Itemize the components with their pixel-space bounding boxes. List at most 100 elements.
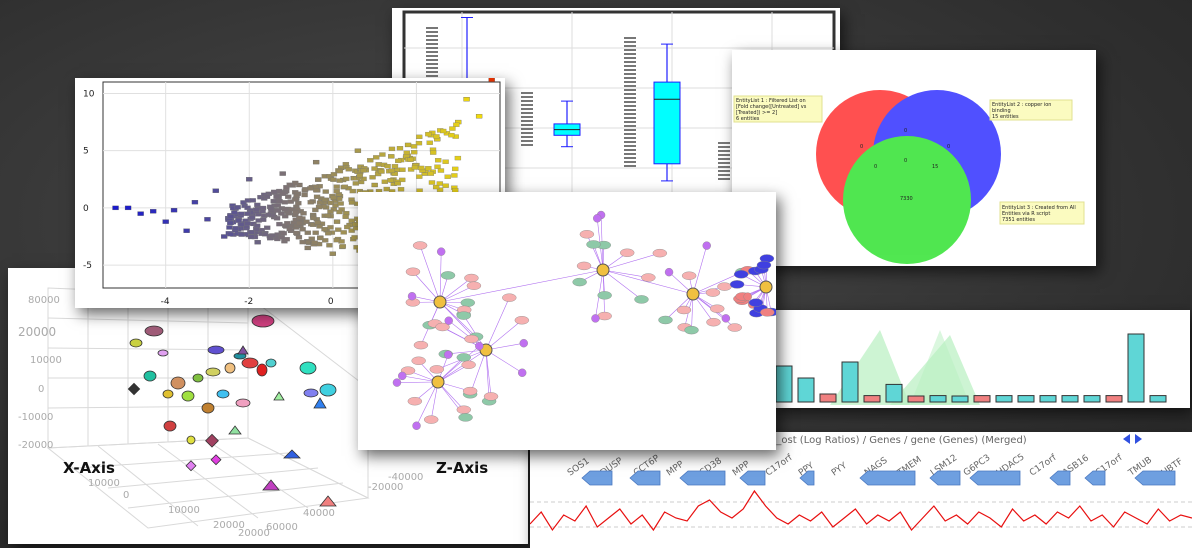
network-node[interactable] — [734, 270, 748, 278]
network-node[interactable] — [463, 387, 477, 395]
bar — [776, 366, 792, 402]
network-node[interactable] — [749, 299, 763, 307]
network-node[interactable] — [445, 317, 453, 325]
scatter-point — [302, 193, 308, 197]
scatter-point — [233, 226, 239, 230]
scatter-point — [238, 222, 244, 226]
network-node[interactable] — [408, 292, 416, 300]
network-node[interactable] — [682, 272, 696, 280]
network-node[interactable] — [703, 242, 711, 250]
network-node[interactable] — [502, 294, 516, 302]
network-node[interactable] — [717, 283, 731, 291]
network-node[interactable] — [634, 295, 648, 303]
x-tick-1: 0 — [123, 490, 129, 501]
network-node[interactable] — [730, 280, 744, 288]
network-node[interactable] — [760, 308, 774, 316]
scatter-point — [248, 235, 254, 239]
scatter-point — [355, 149, 361, 153]
network-node[interactable] — [518, 369, 526, 377]
network-node[interactable] — [677, 306, 691, 314]
network-node[interactable] — [593, 214, 601, 222]
network-node[interactable] — [728, 324, 742, 332]
network-node[interactable] — [653, 249, 667, 257]
network-node[interactable] — [744, 293, 752, 301]
network-node[interactable] — [573, 278, 587, 286]
network-node[interactable] — [520, 339, 528, 347]
scatter-point — [395, 159, 401, 163]
network-node[interactable] — [461, 299, 475, 307]
network-hub[interactable] — [760, 281, 772, 293]
network-node[interactable] — [441, 271, 455, 279]
network-node[interactable] — [467, 282, 481, 290]
network-node[interactable] — [464, 274, 478, 282]
network-node[interactable] — [685, 326, 699, 334]
network-node[interactable] — [710, 305, 724, 313]
network-node[interactable] — [465, 335, 479, 343]
network-node[interactable] — [484, 392, 498, 400]
network-node[interactable] — [457, 312, 471, 320]
network-node[interactable] — [462, 361, 476, 369]
network-node[interactable] — [641, 274, 655, 282]
network-svg — [358, 192, 776, 450]
bar — [930, 396, 946, 402]
scatter-point — [443, 160, 449, 164]
network-hub[interactable] — [597, 264, 609, 276]
network-node[interactable] — [598, 312, 612, 320]
network-node[interactable] — [437, 248, 445, 256]
network-node[interactable] — [457, 353, 471, 361]
scatter-point — [405, 143, 411, 147]
network-node[interactable] — [722, 314, 730, 322]
x-tick-0: 10000 — [88, 478, 120, 489]
scatter-point — [287, 183, 293, 187]
network-node[interactable] — [457, 406, 471, 414]
network-node[interactable] — [413, 422, 421, 430]
network-node[interactable] — [412, 357, 426, 365]
x-axis-label: X-Axis — [63, 459, 115, 477]
network-node[interactable] — [398, 372, 406, 380]
scatter-point — [349, 201, 355, 205]
gene-arrow — [680, 471, 725, 485]
network-node[interactable] — [591, 314, 599, 322]
scatter-point — [171, 208, 177, 212]
network-node[interactable] — [424, 416, 438, 424]
network-node[interactable] — [580, 230, 594, 238]
scatter-point — [445, 175, 451, 179]
scatter-point — [430, 151, 436, 155]
scatter-point — [312, 241, 318, 245]
scatter-point — [387, 178, 393, 182]
venn-region-blue: 0 — [947, 144, 950, 150]
network-node[interactable] — [598, 291, 612, 299]
scatter-point — [449, 127, 455, 131]
network-hub[interactable] — [434, 296, 446, 308]
scatter-point — [337, 179, 343, 183]
network-node[interactable] — [408, 397, 422, 405]
network-node[interactable] — [706, 289, 720, 297]
network-node[interactable] — [620, 249, 634, 257]
scatter-point — [453, 123, 459, 127]
network-node[interactable] — [706, 318, 720, 326]
scatter-point — [389, 147, 395, 151]
network-node[interactable] — [515, 316, 529, 324]
network-node[interactable] — [406, 268, 420, 276]
network-node[interactable] — [577, 262, 591, 270]
network-hub[interactable] — [687, 288, 699, 300]
scatter-point — [343, 215, 349, 219]
network-node[interactable] — [587, 240, 601, 248]
network-node[interactable] — [658, 316, 672, 324]
network-node[interactable] — [475, 342, 483, 350]
network-node[interactable] — [459, 413, 473, 421]
scatter-point — [334, 189, 340, 193]
network-node[interactable] — [414, 341, 428, 349]
network-node[interactable] — [665, 268, 673, 276]
network-hub[interactable] — [432, 376, 444, 388]
scatter-point — [340, 244, 346, 248]
network-node[interactable] — [757, 261, 771, 269]
network-node[interactable] — [444, 351, 452, 359]
y-tick-label: 0 — [83, 204, 89, 214]
network-node[interactable] — [413, 241, 427, 249]
network-node[interactable] — [430, 365, 444, 373]
scatter-point — [310, 216, 316, 220]
scatter-point — [433, 134, 439, 138]
gene-label: C17orf — [764, 453, 795, 479]
network-node[interactable] — [393, 379, 401, 387]
